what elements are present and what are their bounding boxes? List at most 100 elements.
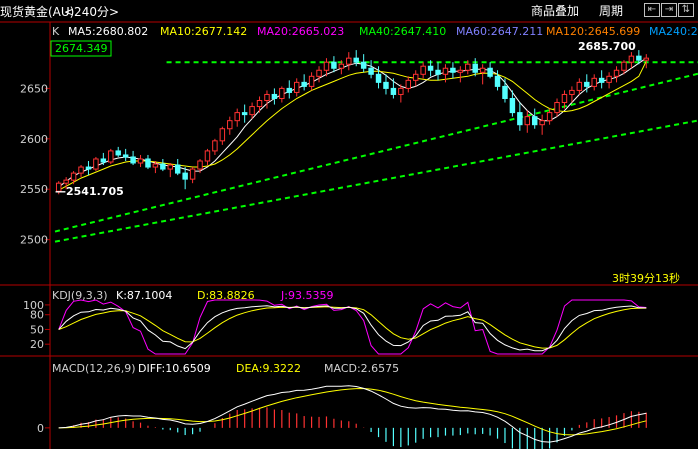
step-left-icon[interactable]: ⇤ [644, 3, 660, 17]
macd-legend-item: MACD:2.6575 [324, 362, 399, 375]
period-button[interactable]: 周期 [599, 4, 624, 18]
candle-body [234, 112, 240, 122]
candle-body [219, 128, 226, 142]
candle-body [420, 65, 426, 75]
candle-body [412, 73, 419, 81]
candle-body [301, 81, 307, 87]
ma-legend: K MA5:2680.802 MA10:2677.142 MA20:2665.023 M… [52, 25, 698, 38]
candle-body [145, 158, 151, 168]
candle-body [613, 69, 620, 77]
candle-body [70, 172, 77, 181]
kdj-tick-label: 100 [23, 299, 44, 312]
candle-body [241, 112, 248, 116]
candle-body [479, 67, 486, 73]
candle-body [338, 63, 345, 69]
kdj-legend-item: KDJ(9,3,3) [52, 289, 108, 302]
candle-body [643, 57, 650, 61]
diff-line [58, 385, 647, 443]
candle-body [249, 106, 255, 116]
candle-body [63, 179, 69, 184]
candle-body [264, 93, 270, 102]
candle-body [375, 73, 382, 83]
candle-body [167, 164, 174, 170]
macd-bars [58, 385, 647, 449]
candle-body [227, 120, 233, 130]
legend-item: MA120:2645.699 [546, 25, 640, 38]
price-tick-label: 2600 [20, 133, 48, 146]
candle-body [546, 112, 553, 122]
candle-body [152, 163, 159, 168]
kdj-tick-label: 80 [30, 309, 44, 322]
candle-body [457, 69, 464, 73]
ma5-line [58, 57, 647, 188]
trendlines [54, 61, 698, 243]
candle-body [212, 140, 218, 152]
candle-body [182, 172, 188, 180]
candle-body [78, 166, 84, 174]
overlay-button[interactable]: 商品叠加 [531, 4, 580, 18]
candle-body [524, 116, 531, 126]
chart-title: 现货黄金(AU) [0, 4, 74, 19]
high-label: 2685.700 [578, 40, 636, 53]
candle-body [465, 63, 471, 71]
kdj-tick-label: 20 [30, 338, 44, 351]
candle-body [531, 116, 538, 126]
legend-item: MA20:2665.023 [257, 25, 344, 38]
candle-body [197, 160, 203, 170]
candles [55, 50, 650, 195]
zoom-icon[interactable]: ⇅ [678, 3, 694, 17]
price-axis: 2500 2550 2600 2650 [20, 82, 50, 247]
candle-body [539, 120, 545, 126]
candle-body [472, 63, 478, 73]
candle-body [584, 81, 590, 87]
macd-tick-label: 0 [37, 422, 44, 435]
candle-body [561, 93, 568, 104]
macd-legend: MACD(12,26,9) DIFF:10.6509 DEA:9.3222 MACD:… [52, 362, 399, 375]
candle-body [93, 158, 99, 170]
step-right-icon[interactable]: ⇥ [661, 3, 677, 17]
candle-body [85, 166, 92, 170]
candle-body [435, 69, 441, 75]
price-box-label: 2674.349 [55, 42, 108, 55]
candle-body [509, 97, 516, 114]
candle-body [271, 93, 278, 99]
kdj-legend-item: K:87.1004 [116, 289, 172, 302]
chart-frame [0, 21, 698, 449]
candle-body [427, 65, 434, 71]
candle-body [286, 87, 293, 93]
candle-body [591, 77, 597, 87]
candle-body [450, 67, 456, 73]
price-box [50, 40, 112, 57]
kdj-lines [58, 299, 647, 355]
candle-body [368, 67, 374, 75]
candle-body [621, 61, 627, 71]
legend-k: K [52, 25, 60, 38]
low-label: —2541.705 [55, 185, 124, 198]
candle-body [279, 87, 285, 99]
candle-body [360, 61, 367, 69]
low-arrow-glyph: — [55, 185, 66, 198]
candle-body [331, 61, 337, 69]
dea-line [58, 387, 647, 436]
candle-body [576, 81, 583, 91]
candle-body [189, 168, 196, 180]
candle-body [569, 89, 575, 95]
candle-body [353, 57, 359, 63]
candle-body [598, 77, 605, 83]
price-tick-label: 2650 [20, 82, 48, 95]
kdj-legend-item: D:83.8826 [197, 289, 255, 302]
period-label: <240分> [64, 5, 119, 19]
candle-body [100, 158, 107, 163]
candle-body [346, 57, 352, 65]
candle-body [293, 81, 300, 93]
legend-item: MA5:2680.802 [68, 25, 148, 38]
price-tick-label: 2500 [20, 234, 48, 247]
candle-body [494, 75, 501, 87]
macd-legend-item: MACD(12,26,9) [52, 362, 136, 375]
candle-body [606, 75, 612, 83]
candle-body [130, 156, 136, 164]
candle-body [442, 67, 449, 75]
candle-body [502, 85, 508, 99]
legend-item: MA240:2584. [649, 25, 698, 38]
